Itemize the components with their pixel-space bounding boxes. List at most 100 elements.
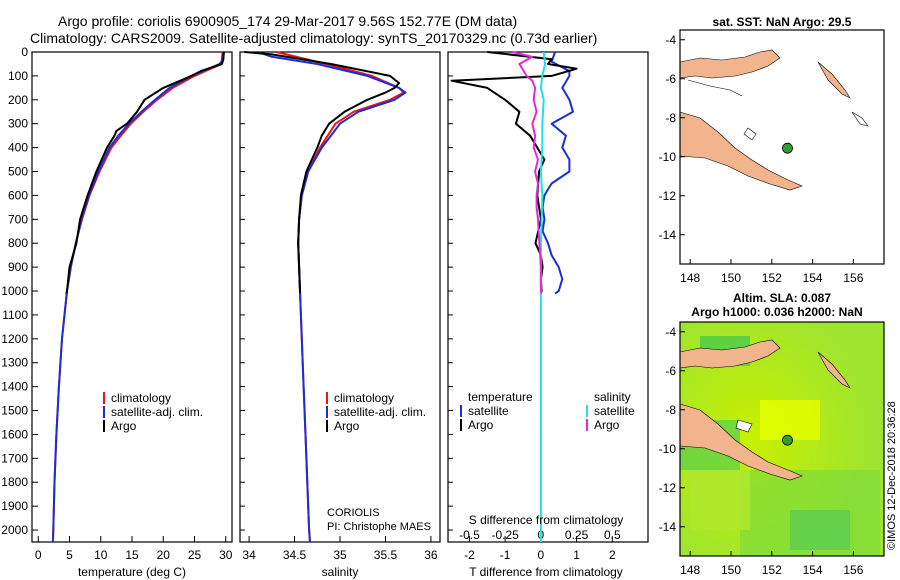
s-diff-tick-label: 0.25 — [565, 528, 589, 542]
s-diff-tick-label: 0.5 — [604, 528, 621, 542]
x-tick-label: 36 — [424, 548, 438, 562]
difference-plot-frame — [447, 51, 649, 543]
depth-tick-label: 1200 — [1, 332, 28, 346]
map-lat-label: -8 — [665, 403, 676, 417]
x-tick-label: 35.5 — [374, 548, 398, 562]
series-line-salinity-satellite — [539, 51, 547, 542]
x-tick-label: 15 — [125, 548, 139, 562]
credit-institution: CORIOLIS — [327, 507, 380, 519]
map-lon-label: 150 — [721, 563, 741, 577]
sla-map-panel: Altim. SLA: 0.087 Argo h1000: 0.036 h200… — [659, 291, 885, 577]
salinity-profile-panel: 34 34.5 35 35.5 36 salinity climatology sate… — [239, 51, 441, 579]
temperature-legend: climatology satellite-adj. clim. Argo — [103, 391, 203, 433]
map-lat-label: -8 — [665, 111, 676, 125]
x-tick-label: -1 — [500, 548, 511, 562]
series-line-argo — [65, 51, 225, 294]
depth-tick-label: 300 — [8, 117, 28, 131]
map-lat-label: -6 — [665, 72, 676, 86]
depth-tick-label: 400 — [8, 141, 28, 155]
figure-title-line-2: Climatology: CARS2009. Satellite-adjuste… — [30, 30, 597, 46]
sla-argo-float-marker — [782, 434, 793, 446]
map-lon-label: 154 — [803, 563, 823, 577]
temperature-series — [51, 51, 225, 543]
sst-map-title: sat. SST: NaN Argo: 29.5 — [713, 15, 852, 29]
depth-tick-label: 1400 — [1, 380, 28, 394]
island-outline — [743, 127, 757, 141]
legend-satellite-label: satellite-adj. clim. — [111, 405, 203, 419]
series-line-climatology — [276, 51, 405, 543]
series-line-temperature-argo — [450, 51, 578, 294]
depth-tick-label: 100 — [8, 69, 28, 83]
depth-tick-label: 1900 — [1, 499, 28, 513]
sla-patch — [790, 510, 850, 550]
depth-tick-label: 900 — [8, 260, 28, 274]
legend-t-satellite-label: satellite — [468, 404, 509, 418]
depth-tick-label: 1600 — [1, 427, 28, 441]
sla-map-title: Altim. SLA: 0.087 — [733, 291, 831, 305]
legend-s-argo-label: Argo — [594, 418, 620, 432]
sst-map-land — [679, 49, 869, 191]
sla-map-frame — [679, 321, 885, 557]
x-tick-label: -2 — [464, 548, 475, 562]
depth-tick-label: 1700 — [1, 451, 28, 465]
legend-climatology-label: climatology — [334, 391, 394, 405]
credit-pi: PI: Christophe MAES — [327, 521, 431, 533]
legend-salinity-heading: salinity — [594, 390, 631, 404]
map-lat-label: -12 — [659, 481, 677, 495]
map-lat-label: -12 — [659, 189, 677, 203]
coastline-fragment — [687, 79, 743, 97]
map-lat-label: -6 — [665, 364, 676, 378]
series-line-climatology — [51, 51, 224, 543]
salinity-series — [244, 51, 407, 543]
map-lat-label: -4 — [665, 325, 676, 339]
map-lat-label: -14 — [659, 520, 677, 534]
depth-axis: 0 100 200 300 400 500 600 700 800 900 1000 1100 1200… — [1, 45, 38, 537]
sla-patch — [690, 470, 750, 530]
map-lon-label: 152 — [762, 271, 782, 285]
sst-map-axes: 148 150 152 154 156 -4 -6 -8 -10 -12 -14 — [659, 33, 864, 285]
temperature-x-axis: 0 5 10 15 20 25 30 — [35, 536, 233, 562]
map-lon-label: 156 — [843, 271, 863, 285]
legend-climatology-label: climatology — [111, 391, 171, 405]
sla-map-subtitle: Argo h1000: 0.036 h2000: NaN — [691, 305, 862, 319]
temperature-plot-frame — [31, 51, 233, 543]
map-lon-label: 156 — [843, 563, 863, 577]
papua-peninsula — [679, 403, 803, 481]
island-outline — [735, 419, 753, 433]
series-line-argo — [244, 51, 401, 294]
x-tick-label: 0 — [35, 548, 42, 562]
figure-title-line-1: Argo profile: coriolis 6900905_174 29-Ma… — [58, 13, 517, 29]
legend-satellite-label: satellite-adj. clim. — [334, 405, 426, 419]
depth-tick-label: 800 — [8, 236, 28, 250]
series-line-temperature-satellite — [541, 51, 574, 295]
legend-argo-label: Argo — [111, 419, 137, 433]
sst-map-frame — [679, 29, 885, 265]
x-tick-label: 1 — [573, 548, 580, 562]
depth-tick-label: 1500 — [1, 404, 28, 418]
map-lon-label: 152 — [762, 563, 782, 577]
island-outline — [851, 111, 869, 127]
salinity-x-axis: 34 34.5 35 35.5 36 — [240, 51, 438, 562]
map-lon-label: 148 — [680, 563, 700, 577]
x-tick-label: 30 — [219, 548, 233, 562]
legend-t-argo-label: Argo — [468, 418, 494, 432]
bougainville-island — [817, 351, 851, 389]
depth-tick-label: 200 — [8, 93, 28, 107]
series-line-satellite-adj-clim- — [51, 52, 225, 543]
difference-legend: temperature satellite Argo salinity sate… — [460, 390, 635, 432]
temperature-profile-panel: 0100200300400500600700800900100011001200… — [1, 45, 232, 579]
x-tick-label: 34.5 — [283, 548, 307, 562]
depth-tick-label: 1300 — [1, 356, 28, 370]
x-tick-label: 35 — [333, 548, 347, 562]
series-line-salinity-argo — [512, 51, 542, 294]
x-tick-label: 10 — [94, 548, 108, 562]
difference-x-axis: -2 -1 0 1 2 — [448, 51, 616, 562]
series-line-satellite-adj-clim- — [257, 51, 407, 543]
s-difference-axis-label: S difference from climatology — [469, 513, 624, 527]
legend-temperature-heading: temperature — [468, 390, 533, 404]
s-diff-tick-label: -0.5 — [459, 528, 480, 542]
new-britain-landmass — [679, 49, 781, 79]
map-lon-label: 148 — [680, 271, 700, 285]
new-britain-landmass — [679, 339, 781, 369]
